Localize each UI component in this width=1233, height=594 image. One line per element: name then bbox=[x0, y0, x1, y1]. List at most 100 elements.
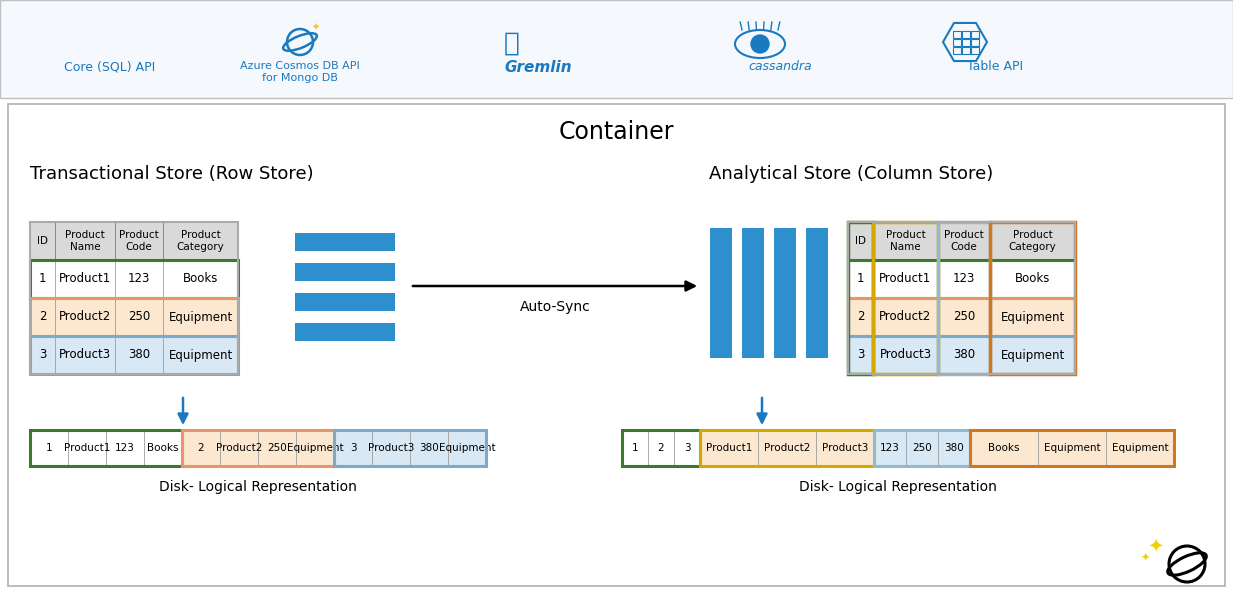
Bar bbox=[448, 430, 486, 466]
Bar bbox=[700, 430, 758, 466]
Text: 250: 250 bbox=[128, 311, 150, 324]
Text: Disk- Logical Representation: Disk- Logical Representation bbox=[159, 480, 356, 494]
Bar bbox=[906, 430, 938, 466]
Text: Product1: Product1 bbox=[59, 273, 111, 286]
Text: Product
Category: Product Category bbox=[176, 230, 224, 252]
Bar bbox=[873, 336, 938, 374]
Text: 380: 380 bbox=[128, 349, 150, 362]
Bar bbox=[115, 260, 163, 298]
Text: 123: 123 bbox=[128, 273, 150, 286]
Text: Books: Books bbox=[989, 443, 1020, 453]
Bar bbox=[55, 298, 115, 336]
Bar bbox=[962, 39, 970, 46]
Text: Product
Name: Product Name bbox=[885, 230, 926, 252]
Text: Analytical Store (Column Store): Analytical Store (Column Store) bbox=[709, 165, 994, 183]
Bar bbox=[296, 430, 334, 466]
Bar bbox=[742, 228, 764, 358]
Bar bbox=[953, 47, 961, 54]
Bar bbox=[970, 430, 1174, 466]
Bar bbox=[874, 430, 906, 466]
Text: ✦: ✦ bbox=[1147, 536, 1163, 555]
Bar bbox=[938, 336, 990, 374]
Bar bbox=[1106, 430, 1174, 466]
Text: Equipment: Equipment bbox=[1000, 311, 1064, 324]
Text: Product3: Product3 bbox=[879, 349, 932, 362]
Bar bbox=[219, 430, 258, 466]
Bar bbox=[30, 298, 55, 336]
Bar bbox=[649, 430, 674, 466]
Bar bbox=[115, 222, 163, 260]
Bar bbox=[848, 260, 873, 298]
Bar bbox=[115, 298, 163, 336]
Text: Equipment: Equipment bbox=[439, 443, 496, 453]
Text: Equipment: Equipment bbox=[1000, 349, 1064, 362]
Text: Product3: Product3 bbox=[367, 443, 414, 453]
Text: Product
Name: Product Name bbox=[65, 230, 105, 252]
Bar bbox=[115, 336, 163, 374]
Bar bbox=[848, 222, 873, 260]
Text: Equipment: Equipment bbox=[1112, 443, 1169, 453]
Bar bbox=[938, 298, 990, 336]
Bar bbox=[30, 298, 238, 336]
Text: 1: 1 bbox=[46, 443, 52, 453]
Bar bbox=[68, 430, 106, 466]
Bar bbox=[873, 222, 938, 260]
Bar bbox=[873, 260, 938, 298]
Text: Equipment: Equipment bbox=[1043, 443, 1100, 453]
Bar bbox=[938, 260, 990, 298]
Text: 🐊: 🐊 bbox=[504, 31, 520, 57]
Text: Equipment: Equipment bbox=[287, 443, 343, 453]
Text: 3: 3 bbox=[350, 443, 356, 453]
Bar bbox=[295, 323, 395, 341]
Bar bbox=[990, 336, 1075, 374]
Text: Books: Books bbox=[147, 443, 179, 453]
Text: 123: 123 bbox=[953, 273, 975, 286]
Bar bbox=[990, 222, 1075, 374]
Bar bbox=[848, 222, 873, 374]
Text: Product
Code: Product Code bbox=[120, 230, 159, 252]
Text: ✦: ✦ bbox=[312, 23, 321, 33]
Text: 1: 1 bbox=[38, 273, 47, 286]
Bar bbox=[30, 260, 55, 298]
Bar bbox=[55, 222, 115, 260]
Bar bbox=[962, 31, 970, 38]
Bar bbox=[848, 260, 1075, 298]
Text: 380: 380 bbox=[419, 443, 439, 453]
Bar bbox=[972, 31, 979, 38]
Text: 380: 380 bbox=[953, 349, 975, 362]
Bar bbox=[990, 298, 1075, 336]
Text: Transactional Store (Row Store): Transactional Store (Row Store) bbox=[30, 165, 313, 183]
Text: Equipment: Equipment bbox=[169, 311, 233, 324]
Bar bbox=[334, 430, 372, 466]
Bar bbox=[55, 260, 115, 298]
Bar bbox=[30, 430, 182, 466]
Text: Auto-Sync: Auto-Sync bbox=[519, 300, 591, 314]
Text: Product3: Product3 bbox=[59, 349, 111, 362]
Text: 2: 2 bbox=[197, 443, 205, 453]
Bar bbox=[163, 260, 238, 298]
Bar bbox=[990, 222, 1075, 260]
Bar bbox=[674, 430, 700, 466]
Text: Gremlin: Gremlin bbox=[504, 59, 572, 74]
Text: Azure Cosmos DB API
for Mongo DB: Azure Cosmos DB API for Mongo DB bbox=[240, 61, 360, 83]
Bar bbox=[30, 222, 55, 260]
Text: Books: Books bbox=[1015, 273, 1051, 286]
Bar bbox=[990, 260, 1075, 298]
Bar bbox=[953, 39, 961, 46]
Text: Table API: Table API bbox=[967, 61, 1023, 74]
Text: Product2: Product2 bbox=[879, 311, 932, 324]
Text: ID: ID bbox=[37, 236, 48, 246]
Text: 250: 250 bbox=[953, 311, 975, 324]
Bar bbox=[962, 47, 970, 54]
Bar bbox=[163, 222, 238, 260]
Bar bbox=[774, 228, 797, 358]
Bar bbox=[873, 222, 938, 374]
Bar bbox=[848, 336, 873, 374]
Text: ✦: ✦ bbox=[1141, 553, 1149, 563]
Bar bbox=[295, 233, 395, 251]
Text: Equipment: Equipment bbox=[169, 349, 233, 362]
Text: Disk- Logical Representation: Disk- Logical Representation bbox=[799, 480, 997, 494]
Bar bbox=[710, 228, 732, 358]
Text: 1: 1 bbox=[857, 273, 864, 286]
Text: 123: 123 bbox=[115, 443, 134, 453]
